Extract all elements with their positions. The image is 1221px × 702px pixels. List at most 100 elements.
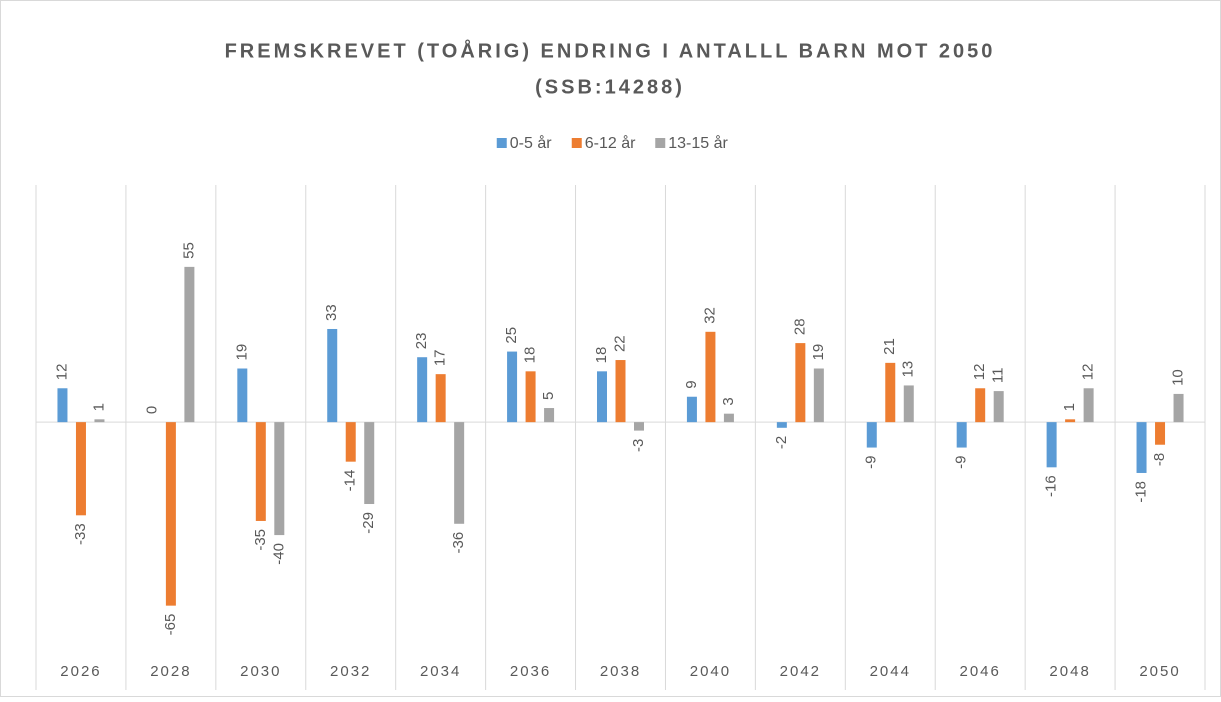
bar <box>75 422 86 516</box>
bar <box>1046 422 1057 468</box>
x-tick-label: 2036 <box>510 663 551 680</box>
bar <box>165 422 176 606</box>
bar <box>454 422 465 524</box>
bar <box>544 408 555 423</box>
bar <box>345 422 356 462</box>
data-label: 19 <box>233 344 250 361</box>
bar <box>956 422 967 448</box>
data-label: -40 <box>270 543 287 565</box>
data-label: 21 <box>881 338 898 355</box>
bar <box>1173 393 1184 423</box>
x-tick-label: 2044 <box>870 663 911 680</box>
x-tick-label: 2032 <box>330 663 371 680</box>
data-label: -3 <box>630 439 647 452</box>
x-tick-label: 2050 <box>1139 663 1180 680</box>
data-label: -29 <box>360 512 377 534</box>
x-tick-label: 2034 <box>420 663 461 680</box>
x-tick-label: 2040 <box>690 663 731 680</box>
data-label: 11 <box>990 368 1007 384</box>
bar <box>507 351 518 423</box>
data-label: 13 <box>900 361 917 378</box>
bar <box>364 422 375 505</box>
data-label: 3 <box>720 397 737 405</box>
data-label: 9 <box>683 380 700 388</box>
bar <box>274 422 285 536</box>
bar <box>776 422 787 428</box>
data-label: 5 <box>540 392 557 400</box>
data-label: -9 <box>953 456 970 469</box>
data-label: -65 <box>162 614 179 636</box>
data-label: 0 <box>143 406 160 414</box>
data-label: 18 <box>593 347 610 364</box>
data-label: 33 <box>323 304 340 321</box>
data-label: -8 <box>1151 453 1168 466</box>
bar <box>866 422 877 448</box>
chart-title: FREMSKREVET (TOÅRIG) ENDRING I ANTALLL B… <box>225 38 996 62</box>
data-label: 55 <box>180 242 197 259</box>
data-label: 22 <box>611 335 628 352</box>
data-label: 10 <box>1170 369 1187 386</box>
bar <box>435 374 446 423</box>
bar <box>1083 388 1094 423</box>
data-label: 18 <box>522 347 539 364</box>
x-tick-label: 2038 <box>600 663 641 680</box>
bar <box>57 388 68 423</box>
data-label: -9 <box>863 456 880 469</box>
data-label: -2 <box>773 436 790 449</box>
bar <box>634 422 644 431</box>
bar <box>255 422 266 521</box>
x-tick-label: 2028 <box>150 663 191 680</box>
data-label: 19 <box>810 344 827 361</box>
data-label: -36 <box>450 532 467 554</box>
x-tick-label: 2030 <box>240 663 281 680</box>
bar <box>94 419 105 423</box>
bar <box>705 331 716 423</box>
data-label: 12 <box>971 364 988 381</box>
bar <box>184 266 195 423</box>
x-tick-label: 2042 <box>780 663 821 680</box>
bar <box>615 360 626 423</box>
bar <box>723 413 734 423</box>
bar <box>885 362 896 423</box>
bar <box>1065 419 1076 423</box>
x-tick-label: 2046 <box>960 663 1001 680</box>
data-label: 12 <box>1080 364 1097 381</box>
data-label: -33 <box>72 523 89 545</box>
data-label: -16 <box>1043 475 1060 497</box>
bar <box>813 368 824 423</box>
data-label: -18 <box>1133 481 1150 503</box>
bar <box>237 368 248 423</box>
data-label: 25 <box>503 327 520 344</box>
bar <box>525 371 536 423</box>
bar <box>597 371 607 423</box>
data-label: 32 <box>701 307 718 324</box>
bar <box>993 391 1004 423</box>
legend-swatch <box>571 138 582 148</box>
bar <box>1136 422 1147 473</box>
data-label: 17 <box>432 349 449 366</box>
legend-label: 0-5 år <box>510 134 552 152</box>
bar <box>795 343 806 423</box>
data-label: 28 <box>791 318 808 335</box>
data-label: 12 <box>53 364 70 381</box>
data-label: 1 <box>1061 403 1078 411</box>
bar <box>327 328 338 423</box>
x-tick-label: 2026 <box>60 663 101 680</box>
data-label: -35 <box>252 529 269 551</box>
x-tick-label: 2048 <box>1049 663 1090 680</box>
bar <box>686 396 697 423</box>
chart-subtitle: (SSB:14288) <box>535 76 685 98</box>
bar <box>903 385 914 423</box>
legend-label: 13-15 år <box>668 134 728 152</box>
legend-label: 6-12 år <box>585 134 636 152</box>
bar <box>975 388 986 423</box>
legend-swatch <box>496 138 507 148</box>
bar <box>1155 422 1166 445</box>
data-label: 1 <box>90 403 107 411</box>
legend-swatch <box>655 138 666 148</box>
data-label: 23 <box>413 333 430 350</box>
bar <box>417 357 428 423</box>
data-label: -14 <box>342 470 359 492</box>
